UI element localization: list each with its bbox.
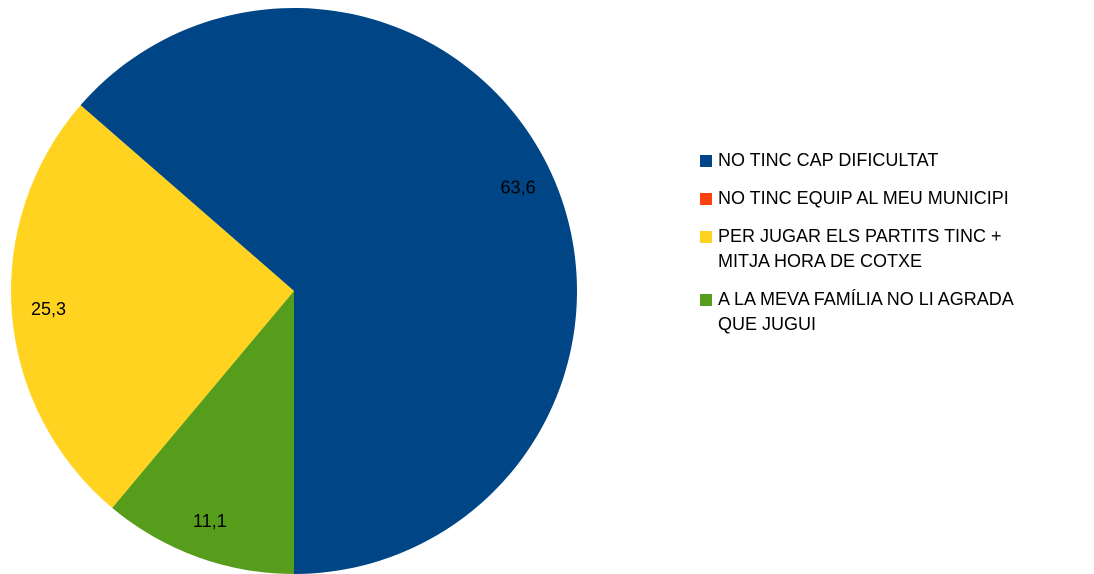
legend-item: NO TINC CAP DIFICULTAT — [700, 148, 1038, 173]
pie-slice — [80, 8, 577, 574]
data-label: 11,1 — [193, 511, 227, 531]
pie-slice — [11, 105, 295, 508]
legend-label: PER JUGAR ELS PARTITS TINC + MITJA HORA … — [718, 226, 1002, 271]
legend-item: NO TINC EQUIP AL MEU MUNICIPI — [700, 186, 1038, 211]
legend-swatch — [700, 155, 712, 167]
data-label: 25,3 — [31, 299, 66, 319]
legend-label: A LA MEVA FAMÍLIA NO LI AGRADA QUE JUGUI — [718, 289, 1013, 334]
legend-swatch — [700, 193, 712, 205]
legend-item: PER JUGAR ELS PARTITS TINC + MITJA HORA … — [700, 224, 1038, 274]
legend: NO TINC CAP DIFICULTAT NO TINC EQUIP AL M… — [700, 148, 1038, 350]
data-label: 63,6 — [501, 178, 536, 198]
pie-slice — [112, 291, 295, 574]
legend-swatch — [700, 294, 712, 306]
legend-item: A LA MEVA FAMÍLIA NO LI AGRADA QUE JUGUI — [700, 287, 1038, 337]
legend-label: NO TINC CAP DIFICULTAT — [718, 150, 939, 170]
legend-label: NO TINC EQUIP AL MEU MUNICIPI — [718, 188, 1009, 208]
legend-swatch — [700, 231, 712, 243]
